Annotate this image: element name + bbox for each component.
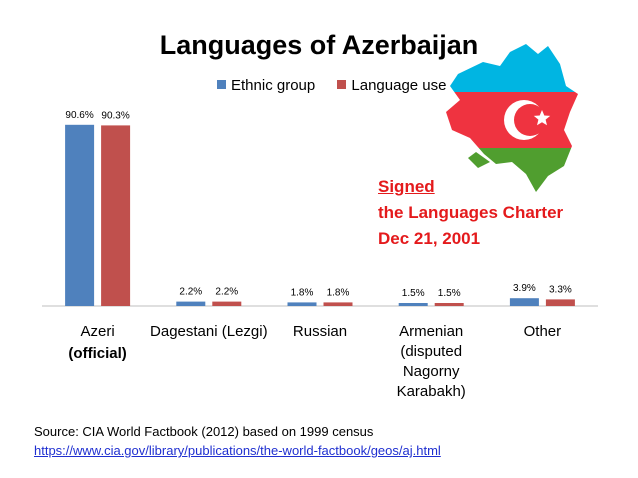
data-label: 1.8% <box>291 287 314 298</box>
data-label: 3.9% <box>513 283 536 294</box>
bar-ethnic-3 <box>398 303 428 306</box>
legend-label-ethnic: Ethnic group <box>231 77 316 94</box>
bar-ethnic-0 <box>65 124 95 306</box>
data-label: 90.3% <box>101 110 129 121</box>
source-text: Source: CIA World Factbook (2012) based … <box>34 424 374 439</box>
legend-swatch-language <box>337 80 347 89</box>
annotation-line1: Signed <box>378 177 435 196</box>
data-label: 2.2% <box>179 287 202 298</box>
bar-ethnic-4 <box>509 298 539 306</box>
legend-label-language: Language use <box>351 77 447 94</box>
annotation-line2: the Languages Charter <box>378 203 564 222</box>
chart-title: Languages of Azerbaijan <box>159 30 479 60</box>
category-label: Dagestani (Lezgi) <box>150 323 268 340</box>
bar-language-1 <box>212 301 242 306</box>
legend: Ethnic group Language use <box>217 77 465 94</box>
category-label: Armenian (disputed Nagorny Karabakh) <box>396 323 466 400</box>
source: Source: CIA World Factbook (2012) based … <box>34 422 441 460</box>
bar-language-2 <box>323 302 353 306</box>
data-label: 2.2% <box>215 287 238 298</box>
bar-language-4 <box>545 299 575 306</box>
bar-language-0 <box>101 125 131 307</box>
bar-ethnic-1 <box>176 301 206 306</box>
bar-ethnic-2 <box>287 302 317 306</box>
azerbaijan-flag-map-icon <box>446 44 578 192</box>
data-label: 3.3% <box>549 284 572 295</box>
charter-annotation: Signed the Languages Charter Dec 21, 200… <box>378 174 563 252</box>
legend-item-ethnic: Ethnic group <box>217 77 315 94</box>
legend-item-language: Language use <box>337 77 447 94</box>
category-sublabel: (official) <box>68 345 127 362</box>
bar-language-3 <box>434 303 464 306</box>
data-label: 90.6% <box>65 110 93 121</box>
data-label: 1.5% <box>438 288 461 299</box>
data-label: 1.5% <box>402 288 425 299</box>
category-label: Azeri <box>80 323 115 340</box>
data-label: 1.8% <box>327 287 350 298</box>
legend-swatch-ethnic <box>217 80 226 89</box>
annotation-line3: Dec 21, 2001 <box>378 229 481 248</box>
category-label: Russian <box>292 323 348 340</box>
category-label: Other <box>523 323 562 340</box>
source-link[interactable]: https://www.cia.gov/library/publications… <box>34 443 441 458</box>
